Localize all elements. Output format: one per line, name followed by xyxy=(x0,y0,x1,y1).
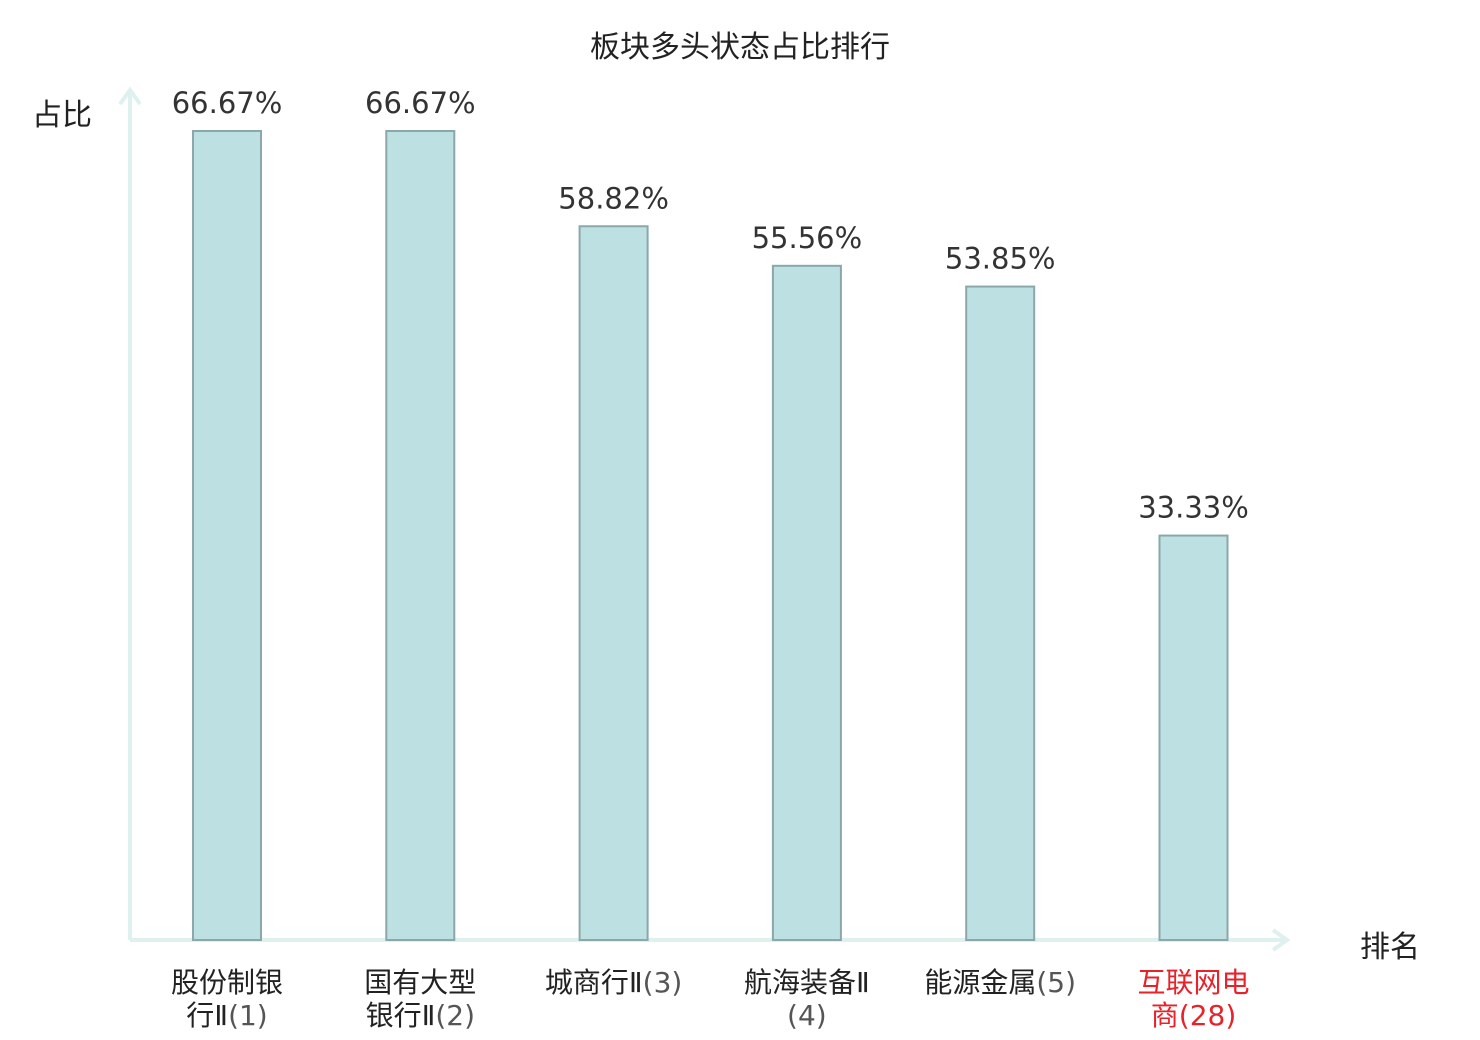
category-name: 股份制银行Ⅱ xyxy=(170,966,283,1032)
category-label: 能源金属(5) xyxy=(915,966,1085,999)
bar-value-label: 53.85% xyxy=(945,242,1056,276)
y-axis-arrow xyxy=(118,86,142,106)
category-label: 股份制银行Ⅱ(1) xyxy=(159,966,295,1032)
x-axis-label: 排名 xyxy=(1360,930,1420,965)
y-axis-label: 占比 xyxy=(32,98,92,133)
category-rank: (4) xyxy=(787,999,827,1032)
bar xyxy=(578,225,649,941)
category-rank: (1) xyxy=(228,999,268,1032)
bar xyxy=(965,285,1036,941)
bar-value-label: 66.67% xyxy=(172,86,283,120)
bar-value-label: 55.56% xyxy=(752,221,863,255)
bar-value-label: 66.67% xyxy=(365,86,476,120)
category-label: 国有大型银行Ⅱ(2) xyxy=(352,966,488,1032)
bar xyxy=(192,130,262,941)
category-name: 互联网电商 xyxy=(1137,966,1250,1032)
category-rank: (2) xyxy=(435,999,476,1032)
chart-title: 板块多头状态占比排行 xyxy=(590,30,890,65)
bar-value-label: 58.82% xyxy=(558,181,669,215)
category-label: 城商行Ⅱ(3) xyxy=(529,966,699,999)
category-name: 国有大型银行Ⅱ xyxy=(364,966,477,1032)
bar-value-label: 33.33% xyxy=(1138,491,1249,525)
category-rank: (3) xyxy=(642,966,683,999)
category-name: 航海装备Ⅱ xyxy=(743,966,870,999)
category-name: 城商行Ⅱ xyxy=(544,966,643,999)
category-name: 能源金属 xyxy=(924,966,1037,999)
category-label: 航海装备Ⅱ(4) xyxy=(739,966,875,1032)
category-rank: (5) xyxy=(1036,966,1077,999)
x-axis-arrow xyxy=(1271,928,1291,952)
category-label: 互联网电商(28) xyxy=(1126,966,1262,1032)
category-rank: (28) xyxy=(1178,999,1237,1032)
bar xyxy=(385,130,456,941)
bar xyxy=(771,264,842,941)
bar xyxy=(1158,534,1229,941)
